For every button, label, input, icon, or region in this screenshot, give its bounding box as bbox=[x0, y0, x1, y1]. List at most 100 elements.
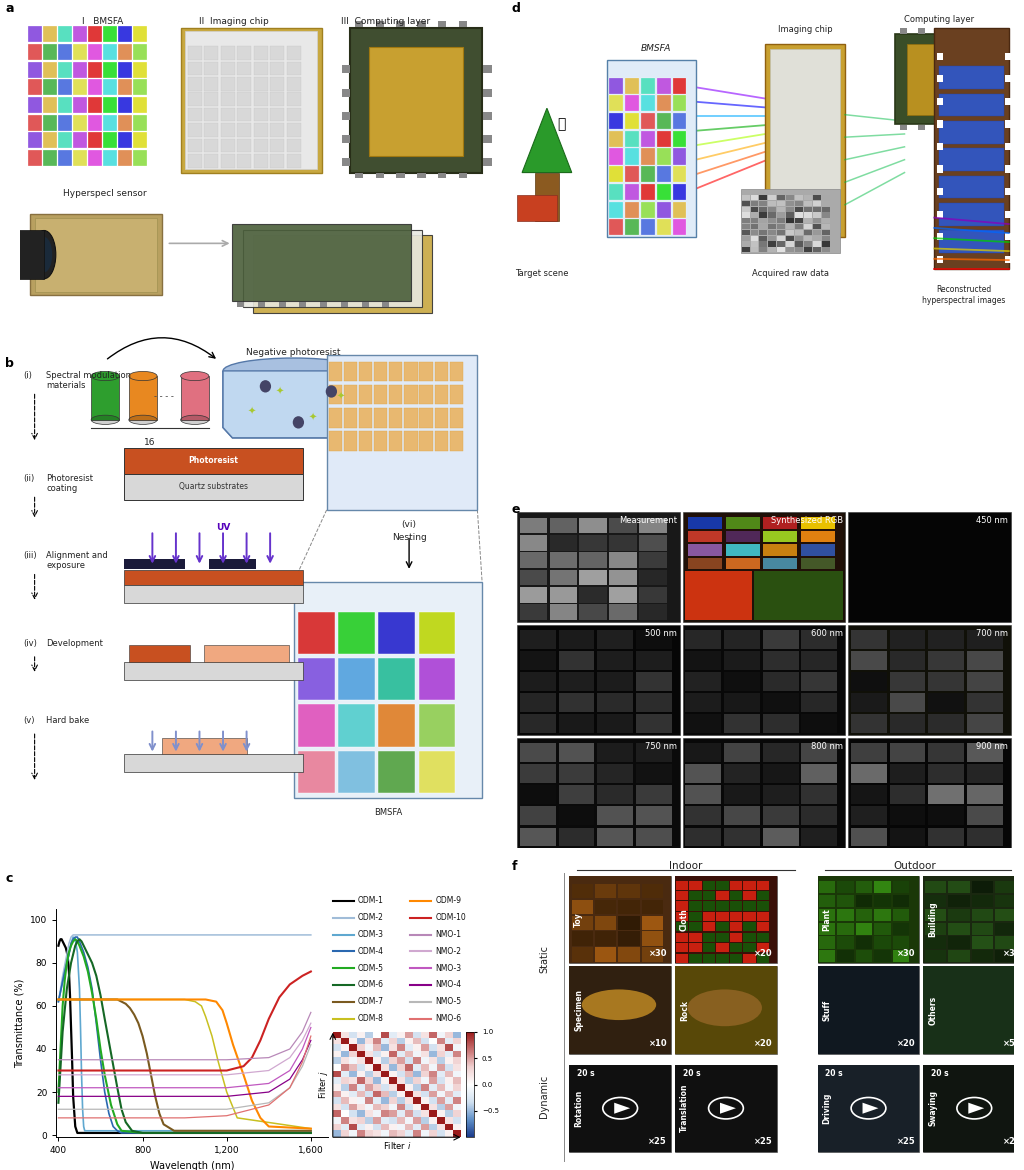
Bar bbox=[57, 26, 72, 42]
Bar bbox=[185, 32, 317, 170]
Bar bbox=[937, 121, 943, 128]
Bar bbox=[802, 673, 838, 691]
Bar bbox=[726, 531, 760, 542]
Bar bbox=[221, 92, 234, 106]
Bar bbox=[928, 764, 964, 783]
Bar bbox=[804, 207, 812, 212]
Bar bbox=[813, 241, 821, 247]
Bar bbox=[341, 302, 348, 307]
Bar bbox=[180, 28, 322, 173]
Bar bbox=[535, 173, 559, 221]
Bar bbox=[595, 948, 616, 962]
Bar bbox=[287, 139, 301, 152]
Bar bbox=[344, 362, 357, 381]
Bar bbox=[851, 743, 887, 762]
Bar bbox=[103, 80, 117, 96]
Bar bbox=[103, 115, 117, 131]
Bar bbox=[609, 184, 623, 200]
Bar bbox=[450, 431, 463, 450]
Bar bbox=[786, 229, 795, 235]
Bar bbox=[802, 651, 838, 670]
Bar bbox=[118, 97, 132, 113]
Bar bbox=[642, 883, 664, 899]
Bar bbox=[625, 184, 639, 200]
Bar bbox=[520, 605, 548, 620]
Text: Swaying: Swaying bbox=[929, 1090, 937, 1127]
Bar bbox=[822, 213, 830, 218]
Text: 20 s: 20 s bbox=[825, 1069, 843, 1078]
Bar bbox=[768, 201, 776, 206]
Bar bbox=[673, 113, 686, 129]
Bar bbox=[796, 201, 803, 206]
Bar bbox=[118, 26, 132, 42]
Text: ODM-2: ODM-2 bbox=[358, 914, 384, 922]
Bar bbox=[270, 46, 285, 60]
Bar bbox=[118, 150, 132, 166]
Bar bbox=[777, 195, 785, 200]
Bar bbox=[741, 207, 750, 212]
Bar bbox=[848, 625, 1011, 735]
Bar bbox=[379, 659, 415, 701]
Text: Development: Development bbox=[46, 639, 103, 647]
Bar bbox=[948, 936, 970, 949]
Bar bbox=[673, 149, 686, 165]
Text: Static: Static bbox=[540, 944, 550, 972]
Bar bbox=[1006, 53, 1012, 60]
Bar bbox=[822, 207, 830, 212]
Bar bbox=[967, 785, 1002, 804]
Text: ✦: ✦ bbox=[247, 407, 255, 417]
Bar bbox=[995, 936, 1016, 949]
Bar bbox=[28, 62, 42, 77]
Bar bbox=[187, 154, 202, 167]
Bar bbox=[685, 673, 721, 691]
Bar bbox=[28, 26, 42, 42]
Text: (iii): (iii) bbox=[23, 551, 37, 560]
Bar bbox=[751, 207, 759, 212]
Bar bbox=[768, 213, 776, 218]
Bar bbox=[396, 172, 404, 178]
Bar bbox=[609, 131, 623, 147]
Bar bbox=[757, 922, 769, 931]
Bar bbox=[520, 552, 548, 569]
Bar bbox=[936, 125, 944, 130]
Bar bbox=[928, 743, 964, 762]
Bar bbox=[796, 235, 803, 241]
Bar bbox=[813, 201, 821, 206]
Bar bbox=[817, 966, 920, 1054]
Text: ×50: ×50 bbox=[1002, 1039, 1021, 1048]
Text: 20 s: 20 s bbox=[931, 1069, 948, 1078]
Bar bbox=[786, 207, 795, 212]
Bar bbox=[404, 431, 418, 450]
Bar bbox=[221, 108, 234, 122]
Bar bbox=[893, 936, 909, 949]
Bar bbox=[342, 135, 350, 143]
Text: a: a bbox=[5, 2, 13, 15]
Bar bbox=[751, 247, 759, 253]
Text: Stuff: Stuff bbox=[822, 999, 831, 1020]
Bar bbox=[636, 785, 672, 804]
Bar bbox=[88, 150, 102, 166]
Bar bbox=[656, 184, 671, 200]
Bar bbox=[676, 922, 688, 931]
Text: Hard bake: Hard bake bbox=[46, 716, 90, 724]
Text: UV: UV bbox=[216, 523, 230, 531]
Bar bbox=[270, 154, 285, 167]
Bar bbox=[656, 113, 671, 129]
Bar bbox=[796, 219, 803, 223]
Bar bbox=[768, 235, 776, 241]
Circle shape bbox=[260, 380, 271, 392]
Bar bbox=[724, 827, 760, 846]
Bar bbox=[327, 356, 477, 510]
Text: c: c bbox=[5, 872, 12, 885]
Bar bbox=[187, 62, 202, 75]
Bar bbox=[689, 881, 701, 890]
Bar bbox=[804, 229, 812, 235]
Bar bbox=[204, 108, 218, 122]
Bar bbox=[730, 881, 742, 890]
Bar bbox=[254, 154, 267, 167]
Bar bbox=[419, 751, 456, 793]
Bar bbox=[571, 916, 593, 930]
Bar bbox=[924, 966, 1024, 1054]
Bar bbox=[972, 895, 993, 907]
Bar bbox=[768, 247, 776, 253]
